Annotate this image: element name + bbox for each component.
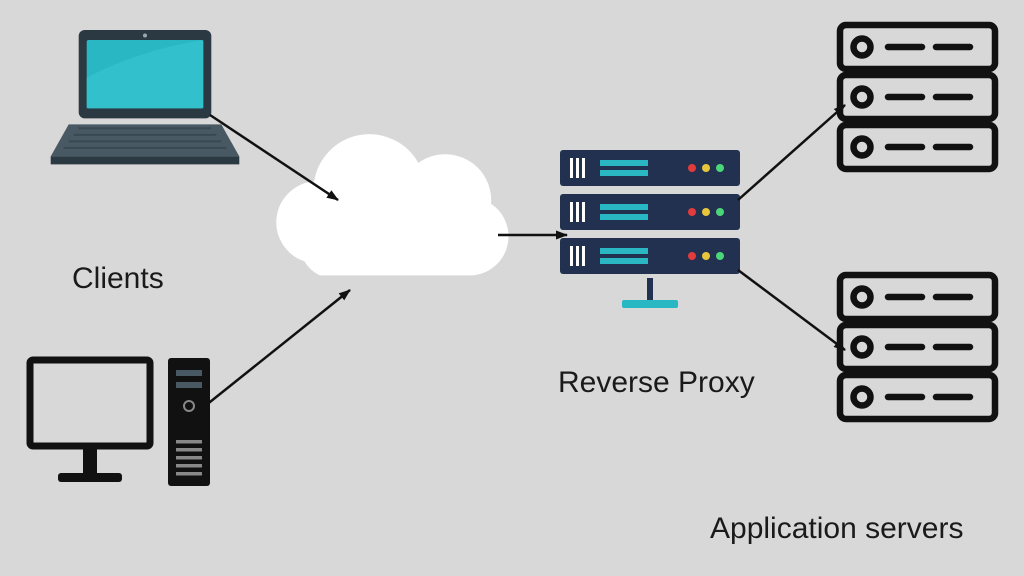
arrow-1 (200, 290, 350, 410)
arrow-0 (210, 115, 338, 200)
app-server-stack-2-icon (840, 275, 995, 419)
application-servers-label: Application servers (710, 512, 963, 546)
clients-label: Clients (72, 262, 164, 296)
reverse-proxy-label: Reverse Proxy (558, 366, 755, 400)
internet-label: Internet (332, 222, 434, 256)
app-server-stack-1-icon (840, 25, 995, 169)
laptop-icon (51, 30, 240, 164)
arrow-4 (738, 270, 845, 350)
desktop-icon (30, 358, 210, 486)
diagram-canvas: Clients Internet Reverse Proxy Applicati… (0, 0, 1024, 576)
arrow-3 (738, 105, 845, 200)
reverse-proxy-icon (560, 150, 740, 308)
